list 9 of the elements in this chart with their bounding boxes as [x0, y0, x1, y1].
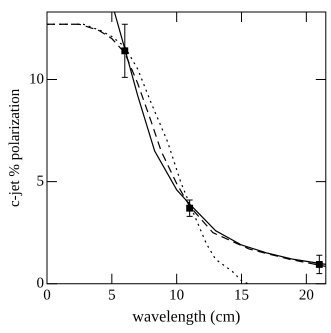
x-tick-label: 10	[169, 288, 184, 304]
x-tick-label: 15	[234, 288, 250, 304]
y-axis-title: c-jet % polarization	[6, 88, 23, 208]
y-tick-label: 0	[36, 276, 44, 292]
y-tick-label: 10	[29, 71, 44, 88]
x-tick-label: 20	[298, 288, 314, 304]
x-tick-label: 5	[108, 288, 116, 304]
x-axis-title: wavelength (cm)	[132, 308, 240, 326]
y-tick-label: 5	[36, 174, 44, 190]
